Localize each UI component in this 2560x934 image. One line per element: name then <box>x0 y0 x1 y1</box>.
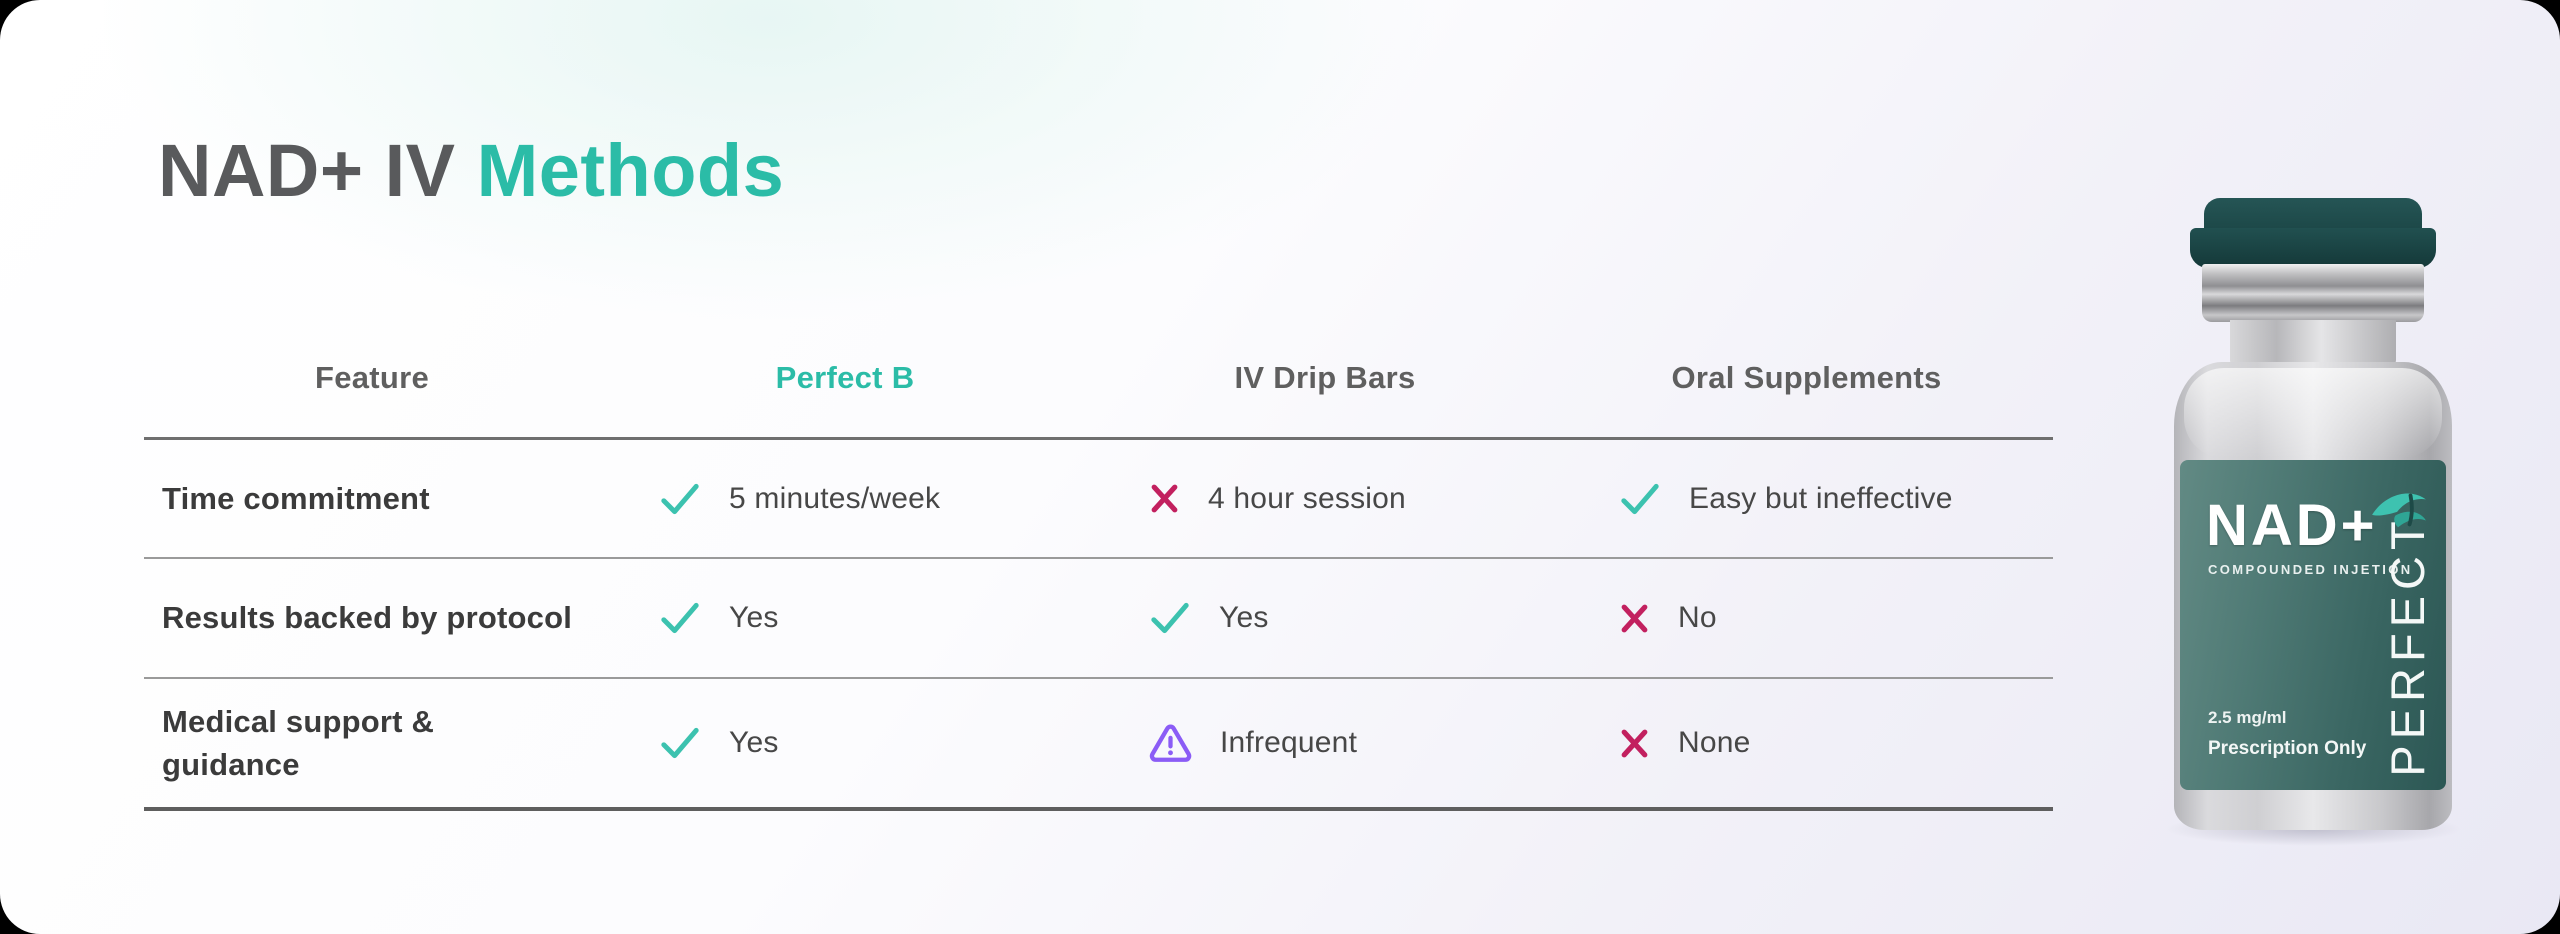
brand-logo-icon <box>2368 484 2430 539</box>
product-rx: Prescription Only <box>2208 738 2367 759</box>
product-dose: 2.5 mg/ml <box>2208 708 2287 727</box>
cell-perfect-b: Yes <box>600 725 1090 761</box>
vial-cap-lip <box>2190 228 2436 268</box>
column-header-oral-supplements: Oral Supplements <box>1671 359 1942 395</box>
cell-iv-drip-bars: 4 hour session <box>1090 482 1560 516</box>
cell-text: Yes <box>729 726 779 759</box>
cross-icon <box>1148 482 1181 515</box>
cell-text: 5 minutes/week <box>729 481 941 515</box>
page-title: NAD+ IV Methods <box>158 130 784 211</box>
check-icon <box>1618 481 1662 517</box>
cell-oral-supplements: None <box>1560 726 2053 760</box>
cell-perfect-b: Yes <box>600 600 1090 636</box>
cross-icon <box>1618 727 1651 760</box>
cell-oral-supplements: Easy but ineffective <box>1560 481 2053 517</box>
table-row: Results backed by protocol Yes Yes <box>144 559 2053 679</box>
table-row: Medical support & guidance Yes <box>144 679 2053 811</box>
feature-label: Medical support & guidance <box>162 703 435 782</box>
brand-name-vertical: PERFECT <box>2380 515 2434 777</box>
column-header-iv-drip-bars: IV Drip Bars <box>1234 359 1416 395</box>
vial-glass-neck <box>2230 320 2396 366</box>
check-icon <box>658 600 702 636</box>
table-header-row: Feature Perfect B IV Drip Bars Oral Supp… <box>144 318 2053 440</box>
column-header-feature: Feature <box>314 359 430 395</box>
warning-icon <box>1148 723 1193 764</box>
product-vial: NAD+ COMPOUNDED INJETION PERFECT 2.5 mg/… <box>2164 198 2462 846</box>
comparison-table: Feature Perfect B IV Drip Bars Oral Supp… <box>144 318 2053 811</box>
check-icon <box>1148 600 1192 636</box>
cell-iv-drip-bars: Yes <box>1090 600 1560 636</box>
product-subtitle: COMPOUNDED INJETION <box>2208 562 2413 577</box>
vial-cap <box>2204 198 2422 232</box>
feature-label: Results backed by protocol <box>162 600 573 636</box>
cell-iv-drip-bars: Infrequent <box>1090 723 1560 764</box>
table-row: Time commitment 5 minutes/week 4 hour se… <box>144 440 2053 559</box>
cell-text: None <box>1678 726 1751 759</box>
product-name: NAD+ <box>2206 493 2378 558</box>
page-title-prefix: NAD+ IV <box>158 129 456 212</box>
feature-label: Time commitment <box>162 480 430 516</box>
cross-icon <box>1618 602 1651 635</box>
cell-text: Yes <box>729 601 779 634</box>
cell-text: Yes <box>1219 601 1269 634</box>
cell-perfect-b: 5 minutes/week <box>600 481 1090 517</box>
cell-text: Easy but ineffective <box>1689 481 1953 515</box>
column-header-perfect-b: Perfect B <box>775 359 915 395</box>
check-icon <box>658 725 702 761</box>
vial-glass-body: NAD+ COMPOUNDED INJETION PERFECT 2.5 mg/… <box>2174 362 2452 830</box>
vial-label: NAD+ COMPOUNDED INJETION PERFECT 2.5 mg/… <box>2180 460 2446 790</box>
check-icon <box>658 481 702 517</box>
cell-text: 4 hour session <box>1208 481 1406 515</box>
vial-metal-collar <box>2202 264 2424 322</box>
cell-text: Infrequent <box>1220 726 1358 759</box>
cell-text: No <box>1678 601 1717 634</box>
page-title-highlight: Methods <box>476 129 785 212</box>
cell-oral-supplements: No <box>1560 601 2053 635</box>
